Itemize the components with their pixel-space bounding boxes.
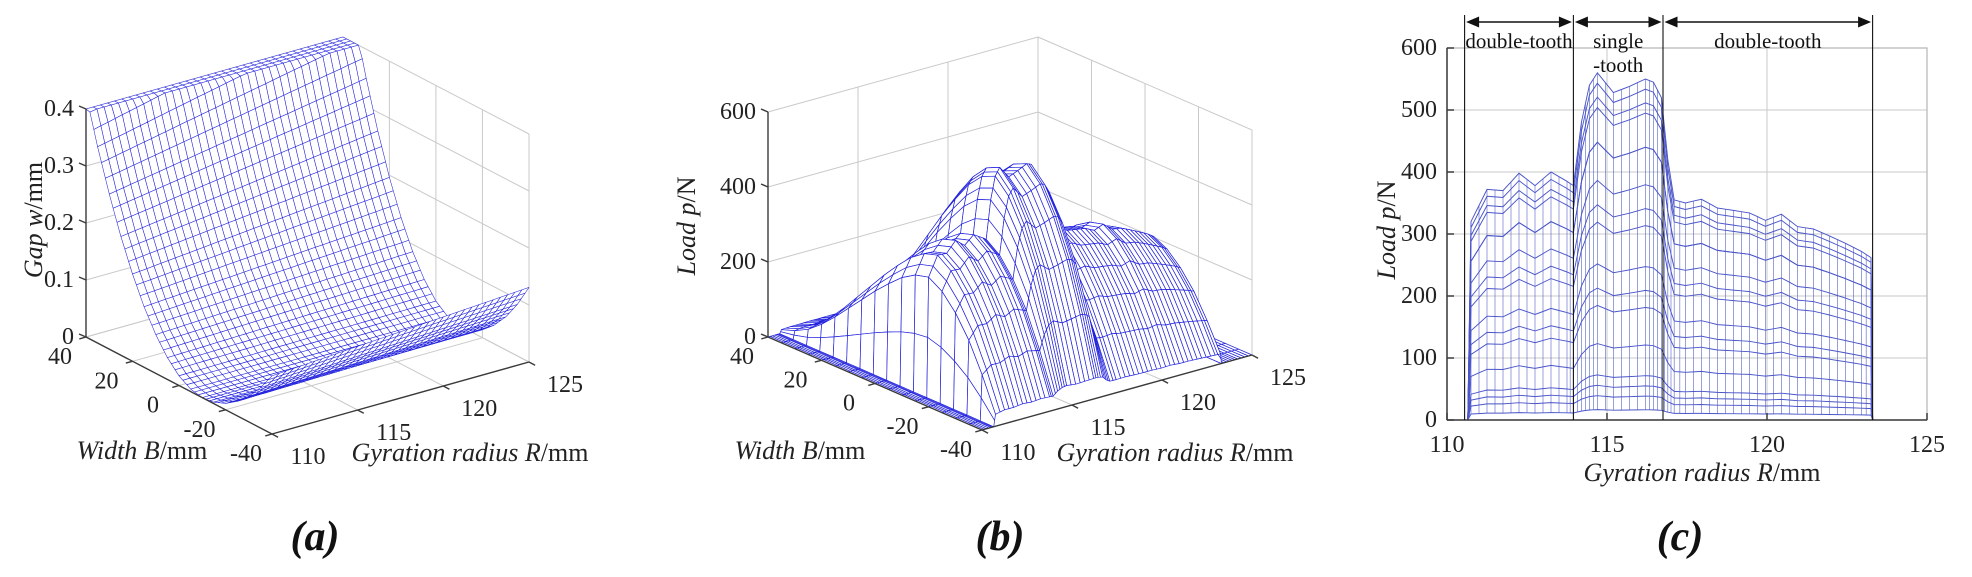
- arrow-left-head-icon: [1466, 16, 1480, 28]
- plot-a-ytick: -40: [230, 441, 262, 467]
- plot-b-xtick: 115: [1090, 415, 1125, 441]
- plot-a-xtick: 125: [547, 372, 583, 398]
- plot-b-xtick: 110: [1000, 440, 1035, 466]
- plot-a-zlabel: Gap w/mm: [19, 162, 48, 278]
- plot-b-xlabel: Gyration radius R/mm: [1057, 438, 1294, 467]
- plot-c-load-profile-2d: 110 115 120 125 0 100 200 300 400 500 600 Load p/N G…: [1372, 15, 1945, 487]
- plot-c-ytick: 200: [1401, 283, 1437, 309]
- plot-c-region-annotations: double-tooth single-tooth double-tooth: [1464, 15, 1874, 420]
- plot-c-ytick: 600: [1401, 35, 1437, 61]
- arrow-left-head-icon: [1664, 16, 1678, 28]
- plot-b-ytick: -20: [887, 414, 919, 440]
- plot-a-ylabel: Width B/mm: [77, 436, 208, 465]
- plot-b-ztick: 600: [720, 99, 756, 125]
- plot-c-xtick: 110: [1429, 432, 1464, 458]
- plot-a-xtick: 115: [376, 420, 411, 446]
- region-label-2: double-tooth: [1714, 29, 1822, 53]
- plot-c-ytick: 300: [1401, 221, 1437, 247]
- plot-c-xtick: 115: [1589, 432, 1624, 458]
- plot-a-tick-labels: 40 20 0 -20 -40 110 115 120 125 0 0.1 0.2 0.3 0.4: [44, 96, 583, 470]
- plot-c-axis-labels: Load p/N Gyration radius R/mm: [1372, 180, 1821, 486]
- plot-b-ytick: 40: [730, 344, 754, 370]
- plot-c-ytick: 500: [1401, 97, 1437, 123]
- region-label-1: single: [1593, 29, 1643, 53]
- plot-a-ytick: 20: [95, 368, 119, 394]
- plot-b-zlabel: Load p/N: [672, 176, 701, 276]
- plot-a-axis-labels: Gap w/mm Width B/mm Gyration radius R/mm: [19, 162, 589, 467]
- caption-c: (c): [1656, 514, 1704, 560]
- plot-a-xtick: 120: [461, 396, 497, 422]
- plot-c-xtick: 120: [1749, 432, 1785, 458]
- plot-c-xlabel: Gyration radius R/mm: [1584, 458, 1821, 487]
- plot-a-ytick: -20: [184, 417, 216, 443]
- plot-c-ytick: 100: [1401, 345, 1437, 371]
- plot-b-ytick: -40: [940, 437, 972, 463]
- plot-c-tick-labels: 110 115 120 125 0 100 200 300 400 500 600: [1401, 35, 1945, 458]
- plot-c-ytick: 0: [1425, 407, 1437, 433]
- plot-b-axis-labels: Load p/N Width B/mm Gyration radius R/mm: [672, 176, 1294, 466]
- caption-b: (b): [975, 514, 1025, 560]
- plot-b-ztick: 400: [720, 174, 756, 200]
- arrow-right-head-icon: [1558, 16, 1572, 28]
- plot-a-ztick: 0.1: [44, 267, 74, 293]
- plot-b-ytick: 0: [843, 391, 855, 417]
- plot-a-ytick: 0: [147, 393, 159, 419]
- plot-a-xtick: 110: [290, 444, 325, 470]
- caption-a: (a): [290, 514, 340, 560]
- region-label-1: -tooth: [1593, 53, 1644, 77]
- plot-b-xtick: 125: [1270, 365, 1306, 391]
- plot-b-ztick: 0: [744, 324, 756, 350]
- plot-a-ztick: 0.4: [44, 96, 74, 122]
- plot-c-mesh-row-curves: [1447, 71, 1927, 421]
- plot-c-ylabel: Load p/N: [1372, 180, 1401, 280]
- plot-a-xlabel: Gyration radius R/mm: [352, 438, 589, 467]
- plot-c-mesh-columns: [1469, 72, 1873, 418]
- plot-c-ytick: 400: [1401, 159, 1437, 185]
- plot-a-ytick: 40: [48, 344, 72, 370]
- plot-c-axes: [1446, 47, 1928, 421]
- plot-a-ztick: 0.2: [44, 210, 74, 236]
- plot-b-axes: [760, 108, 1259, 434]
- plot-b-ztick: 200: [720, 249, 756, 275]
- arrow-left-head-icon: [1574, 16, 1588, 28]
- plot-b-ytick: 20: [784, 367, 808, 393]
- plot-b-xtick: 120: [1180, 390, 1216, 416]
- plot-a-gap-mesh3d: 40 20 0 -20 -40 110 115 120 125 0 0.1 0.2 0.3 0.4 Gap …: [19, 36, 589, 470]
- plot-a-ztick: 0.3: [44, 153, 74, 179]
- arrow-right-head-icon: [1648, 16, 1662, 28]
- region-label-0: double-tooth: [1465, 29, 1573, 53]
- arrow-right-head-icon: [1858, 16, 1872, 28]
- plot-b-mesh-surface: [767, 163, 1253, 431]
- plot-a-ztick: 0: [62, 324, 74, 350]
- plot-c-xtick: 125: [1909, 432, 1945, 458]
- plot-b-ylabel: Width B/mm: [735, 436, 866, 465]
- plot-a-axes: [78, 105, 536, 438]
- plot-a-mesh-surface: [85, 36, 530, 404]
